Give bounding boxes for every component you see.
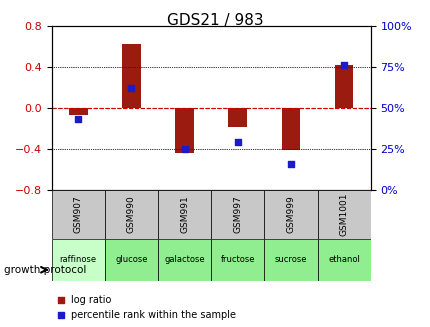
Bar [334, 65, 353, 108]
Legend: log ratio, percentile rank within the sample: log ratio, percentile rank within the sa… [56, 295, 236, 320]
Text: raffinose: raffinose [60, 255, 97, 265]
FancyBboxPatch shape [158, 239, 211, 281]
Text: growth protocol: growth protocol [4, 265, 86, 275]
FancyBboxPatch shape [52, 190, 104, 239]
Point [75, 117, 82, 122]
Text: GSM990: GSM990 [127, 195, 135, 233]
Text: GSM907: GSM907 [74, 195, 83, 233]
Text: GSM1001: GSM1001 [339, 192, 348, 236]
FancyBboxPatch shape [317, 239, 370, 281]
FancyBboxPatch shape [158, 190, 211, 239]
Bar [69, 108, 87, 115]
FancyBboxPatch shape [211, 190, 264, 239]
FancyBboxPatch shape [264, 239, 317, 281]
Text: galactose: galactose [164, 255, 204, 265]
Text: GSM999: GSM999 [286, 195, 295, 233]
FancyBboxPatch shape [264, 190, 317, 239]
Text: GDS21 / 983: GDS21 / 983 [167, 13, 263, 28]
Bar [281, 108, 300, 150]
Text: ethanol: ethanol [327, 255, 359, 265]
FancyBboxPatch shape [211, 239, 264, 281]
Bar [122, 43, 141, 108]
Text: GSM997: GSM997 [233, 195, 242, 233]
FancyBboxPatch shape [317, 190, 370, 239]
Bar [228, 108, 246, 127]
Point [181, 146, 187, 151]
Point [340, 63, 347, 68]
FancyBboxPatch shape [52, 239, 104, 281]
Text: glucose: glucose [115, 255, 147, 265]
FancyBboxPatch shape [104, 190, 158, 239]
Point [128, 86, 135, 91]
Point [287, 161, 294, 166]
Point [234, 140, 241, 145]
Text: fructose: fructose [220, 255, 255, 265]
Bar [175, 108, 194, 153]
Text: GSM991: GSM991 [180, 195, 189, 233]
FancyBboxPatch shape [104, 239, 158, 281]
Text: sucrose: sucrose [274, 255, 307, 265]
